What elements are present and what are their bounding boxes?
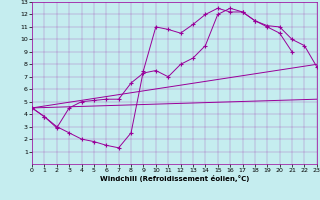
X-axis label: Windchill (Refroidissement éolien,°C): Windchill (Refroidissement éolien,°C) <box>100 175 249 182</box>
